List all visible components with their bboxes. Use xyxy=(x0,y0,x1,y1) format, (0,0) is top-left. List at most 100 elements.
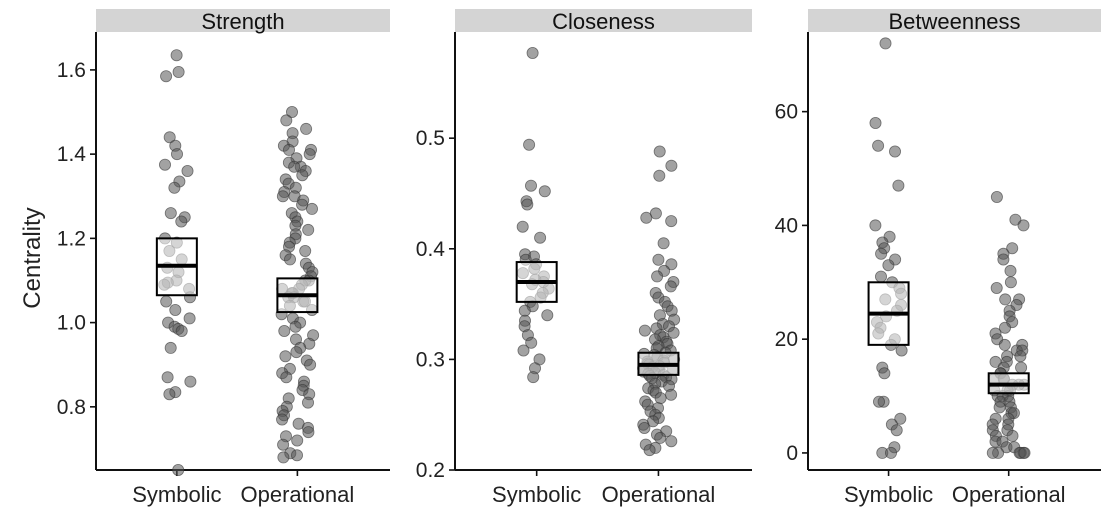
betweenness-title: Betweenness xyxy=(888,9,1020,34)
strength-y-tick-label: 1.4 xyxy=(57,143,87,166)
betweenness-point xyxy=(894,412,907,425)
strength-point xyxy=(289,320,302,333)
strength-y-tick-label: 1.0 xyxy=(57,312,86,335)
betweenness-series-operational xyxy=(986,190,1031,459)
strength-point xyxy=(172,66,185,79)
betweenness-point xyxy=(1009,213,1022,226)
closeness-point xyxy=(526,47,539,60)
closeness-series-operational xyxy=(637,145,681,457)
strength-point xyxy=(299,244,312,257)
strength-title: Strength xyxy=(201,9,284,34)
strength-point xyxy=(160,295,173,308)
strength-point xyxy=(170,148,183,161)
strength-point xyxy=(170,49,183,62)
strength-y-tick-label: 1.6 xyxy=(57,59,86,82)
closeness-y-tick-label: 0.5 xyxy=(416,127,445,150)
closeness-x-tick-label-operational: Operational xyxy=(602,482,716,507)
strength-point xyxy=(164,341,177,354)
strength-point xyxy=(290,346,303,359)
strength-point xyxy=(280,114,293,127)
betweenness-point xyxy=(1004,276,1017,289)
closeness-point xyxy=(521,198,534,211)
closeness-point xyxy=(541,309,554,322)
betweenness-point xyxy=(1018,446,1031,459)
y-axis-label: Centrality xyxy=(19,207,46,308)
betweenness-point xyxy=(895,344,908,357)
closeness-y-tick-label: 0.4 xyxy=(416,238,446,261)
strength-x-tick-label-operational: Operational xyxy=(241,482,355,507)
betweenness-point xyxy=(885,446,898,459)
betweenness-y-tick-label: 40 xyxy=(775,214,798,237)
betweenness-point xyxy=(998,338,1011,351)
strength-point xyxy=(276,190,289,203)
betweenness-point xyxy=(875,247,888,260)
betweenness-point xyxy=(1004,264,1017,277)
betweenness-point xyxy=(889,145,902,158)
betweenness-point xyxy=(1017,219,1030,232)
closeness-point xyxy=(654,392,667,405)
betweenness-point xyxy=(993,401,1006,414)
closeness-point xyxy=(653,169,666,182)
betweenness-point xyxy=(869,219,882,232)
strength-point xyxy=(169,303,182,316)
betweenness-y-tick-label: 20 xyxy=(775,328,798,351)
closeness-point xyxy=(525,179,538,192)
betweenness-panel: Betweenness 0 20 40 60 Symbolic Operational xyxy=(775,9,1101,507)
strength-point xyxy=(283,253,296,266)
closeness-point xyxy=(651,270,664,283)
strength-point xyxy=(183,312,196,325)
closeness-point xyxy=(638,324,651,337)
closeness-point xyxy=(665,435,678,448)
strength-y-tick-label: 1.2 xyxy=(57,227,86,250)
strength-point xyxy=(158,158,171,171)
betweenness-point xyxy=(1006,242,1019,255)
betweenness-point xyxy=(999,321,1012,334)
strength-point xyxy=(175,215,188,228)
betweenness-point xyxy=(999,293,1012,306)
closeness-point xyxy=(523,138,536,151)
closeness-point xyxy=(653,145,666,158)
strength-point xyxy=(301,396,314,409)
betweenness-point xyxy=(997,253,1010,266)
strength-point xyxy=(172,463,185,476)
betweenness-point xyxy=(1015,361,1028,374)
strength-point xyxy=(278,324,291,337)
betweenness-point xyxy=(875,270,888,283)
closeness-point xyxy=(638,421,651,434)
strength-point xyxy=(302,426,315,439)
strength-point xyxy=(160,70,173,83)
strength-point xyxy=(296,169,309,182)
strength-point xyxy=(184,375,197,388)
betweenness-y-tick-label: 60 xyxy=(775,101,798,124)
closeness-point xyxy=(534,231,547,244)
betweenness-point xyxy=(869,117,882,130)
strength-point xyxy=(303,148,316,161)
strength-point xyxy=(277,438,290,451)
betweenness-point xyxy=(990,281,1003,294)
closeness-point xyxy=(657,237,670,250)
strength-point xyxy=(282,143,295,156)
closeness-y-tick-label: 0.3 xyxy=(416,348,445,371)
closeness-point xyxy=(667,326,680,339)
strength-point xyxy=(296,198,309,211)
strength-point xyxy=(163,131,176,144)
betweenness-point xyxy=(1006,429,1019,442)
closeness-point xyxy=(665,388,678,401)
betweenness-point xyxy=(990,190,1003,203)
strength-point xyxy=(288,160,301,173)
closeness-point xyxy=(640,211,653,224)
betweenness-point xyxy=(873,395,886,408)
closeness-point xyxy=(516,220,529,233)
closeness-x-tick-label-symbolic: Symbolic xyxy=(492,482,581,507)
strength-point xyxy=(181,164,194,177)
strength-point xyxy=(290,449,303,462)
strength-point xyxy=(168,181,181,194)
strength-point xyxy=(276,413,289,426)
closeness-point xyxy=(665,159,678,172)
betweenness-point xyxy=(1014,350,1027,363)
strength-y-tick-label: 0.8 xyxy=(57,396,86,419)
betweenness-strip xyxy=(808,9,1101,32)
betweenness-point xyxy=(890,424,903,437)
strength-strip xyxy=(96,9,390,32)
